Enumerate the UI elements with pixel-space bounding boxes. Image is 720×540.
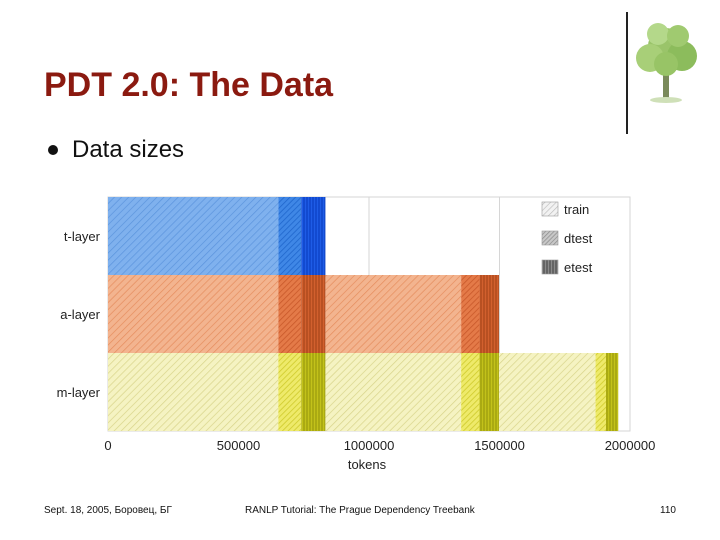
x-tick-label: 500000 (217, 438, 260, 453)
bar-m-layer-etest (605, 353, 619, 431)
page-number: 110 (660, 505, 676, 516)
bar-a-layer-dtest (278, 275, 302, 353)
bar-m-layer-etest (301, 353, 326, 431)
bar-t-layer-train (108, 197, 279, 275)
footer-title: RANLP Tutorial: The Prague Dependency Tr… (245, 505, 475, 516)
bar-m-layer-train (325, 353, 462, 431)
x-tick-label: 2000000 (605, 438, 656, 453)
bar-m-layer-etest (479, 353, 499, 431)
y-category-label: m-layer (57, 385, 101, 400)
bar-t-layer-dtest (278, 197, 302, 275)
legend-swatch-etest (541, 259, 559, 275)
bullet-text: Data sizes (72, 136, 185, 163)
bar-m-layer-dtest (461, 353, 480, 431)
bar-m-layer-dtest (278, 353, 302, 431)
slide-title: PDT 2.0: The Data (44, 66, 334, 104)
title-divider (626, 12, 628, 134)
bar-m-layer-train (498, 353, 596, 431)
x-tick-label: 0 (104, 438, 111, 453)
bar-a-layer-train (108, 275, 279, 353)
bar-a-layer-etest (479, 275, 499, 353)
legend-swatch-train (541, 201, 559, 217)
legend-label-etest: etest (564, 260, 593, 275)
legend-swatch-dtest (541, 230, 559, 246)
bullet-icon (48, 145, 58, 155)
bar-t-layer-etest (301, 197, 326, 275)
bar-a-layer-etest (301, 275, 326, 353)
bar-m-layer-train (108, 353, 279, 431)
bar-a-layer-dtest (461, 275, 480, 353)
y-category-label: t-layer (64, 229, 101, 244)
footer-date: Sept. 18, 2005, Боровец, БГ (44, 505, 172, 516)
x-tick-label: 1500000 (474, 438, 525, 453)
legend-label-train: train (564, 202, 589, 217)
bar-a-layer-train (325, 275, 462, 353)
legend-label-dtest: dtest (564, 231, 593, 246)
bar-m-layer-dtest (595, 353, 606, 431)
tree-logo (636, 23, 697, 103)
y-category-label: a-layer (60, 307, 100, 322)
x-tick-label: 1000000 (344, 438, 395, 453)
x-axis-title: tokens (348, 457, 387, 472)
